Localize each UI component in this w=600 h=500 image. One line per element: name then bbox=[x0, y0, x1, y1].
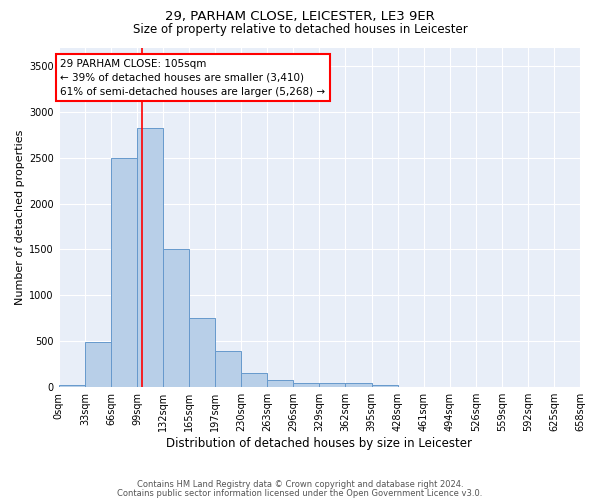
Text: 29, PARHAM CLOSE, LEICESTER, LE3 9ER: 29, PARHAM CLOSE, LEICESTER, LE3 9ER bbox=[165, 10, 435, 23]
Bar bbox=[163, 250, 189, 387]
Y-axis label: Number of detached properties: Number of detached properties bbox=[15, 130, 25, 305]
Text: 29 PARHAM CLOSE: 105sqm
← 39% of detached houses are smaller (3,410)
61% of semi: 29 PARHAM CLOSE: 105sqm ← 39% of detache… bbox=[61, 58, 325, 96]
Bar bbox=[111, 158, 137, 387]
Bar bbox=[215, 352, 241, 387]
Bar bbox=[346, 383, 371, 387]
X-axis label: Distribution of detached houses by size in Leicester: Distribution of detached houses by size … bbox=[166, 437, 472, 450]
Bar bbox=[267, 380, 293, 387]
Text: Contains public sector information licensed under the Open Government Licence v3: Contains public sector information licen… bbox=[118, 488, 482, 498]
Bar bbox=[319, 383, 346, 387]
Bar bbox=[371, 385, 398, 387]
Bar bbox=[241, 374, 267, 387]
Bar bbox=[137, 128, 163, 387]
Text: Contains HM Land Registry data © Crown copyright and database right 2024.: Contains HM Land Registry data © Crown c… bbox=[137, 480, 463, 489]
Bar bbox=[293, 382, 319, 387]
Text: Size of property relative to detached houses in Leicester: Size of property relative to detached ho… bbox=[133, 22, 467, 36]
Bar bbox=[85, 342, 111, 387]
Bar bbox=[189, 318, 215, 387]
Bar bbox=[59, 385, 85, 387]
